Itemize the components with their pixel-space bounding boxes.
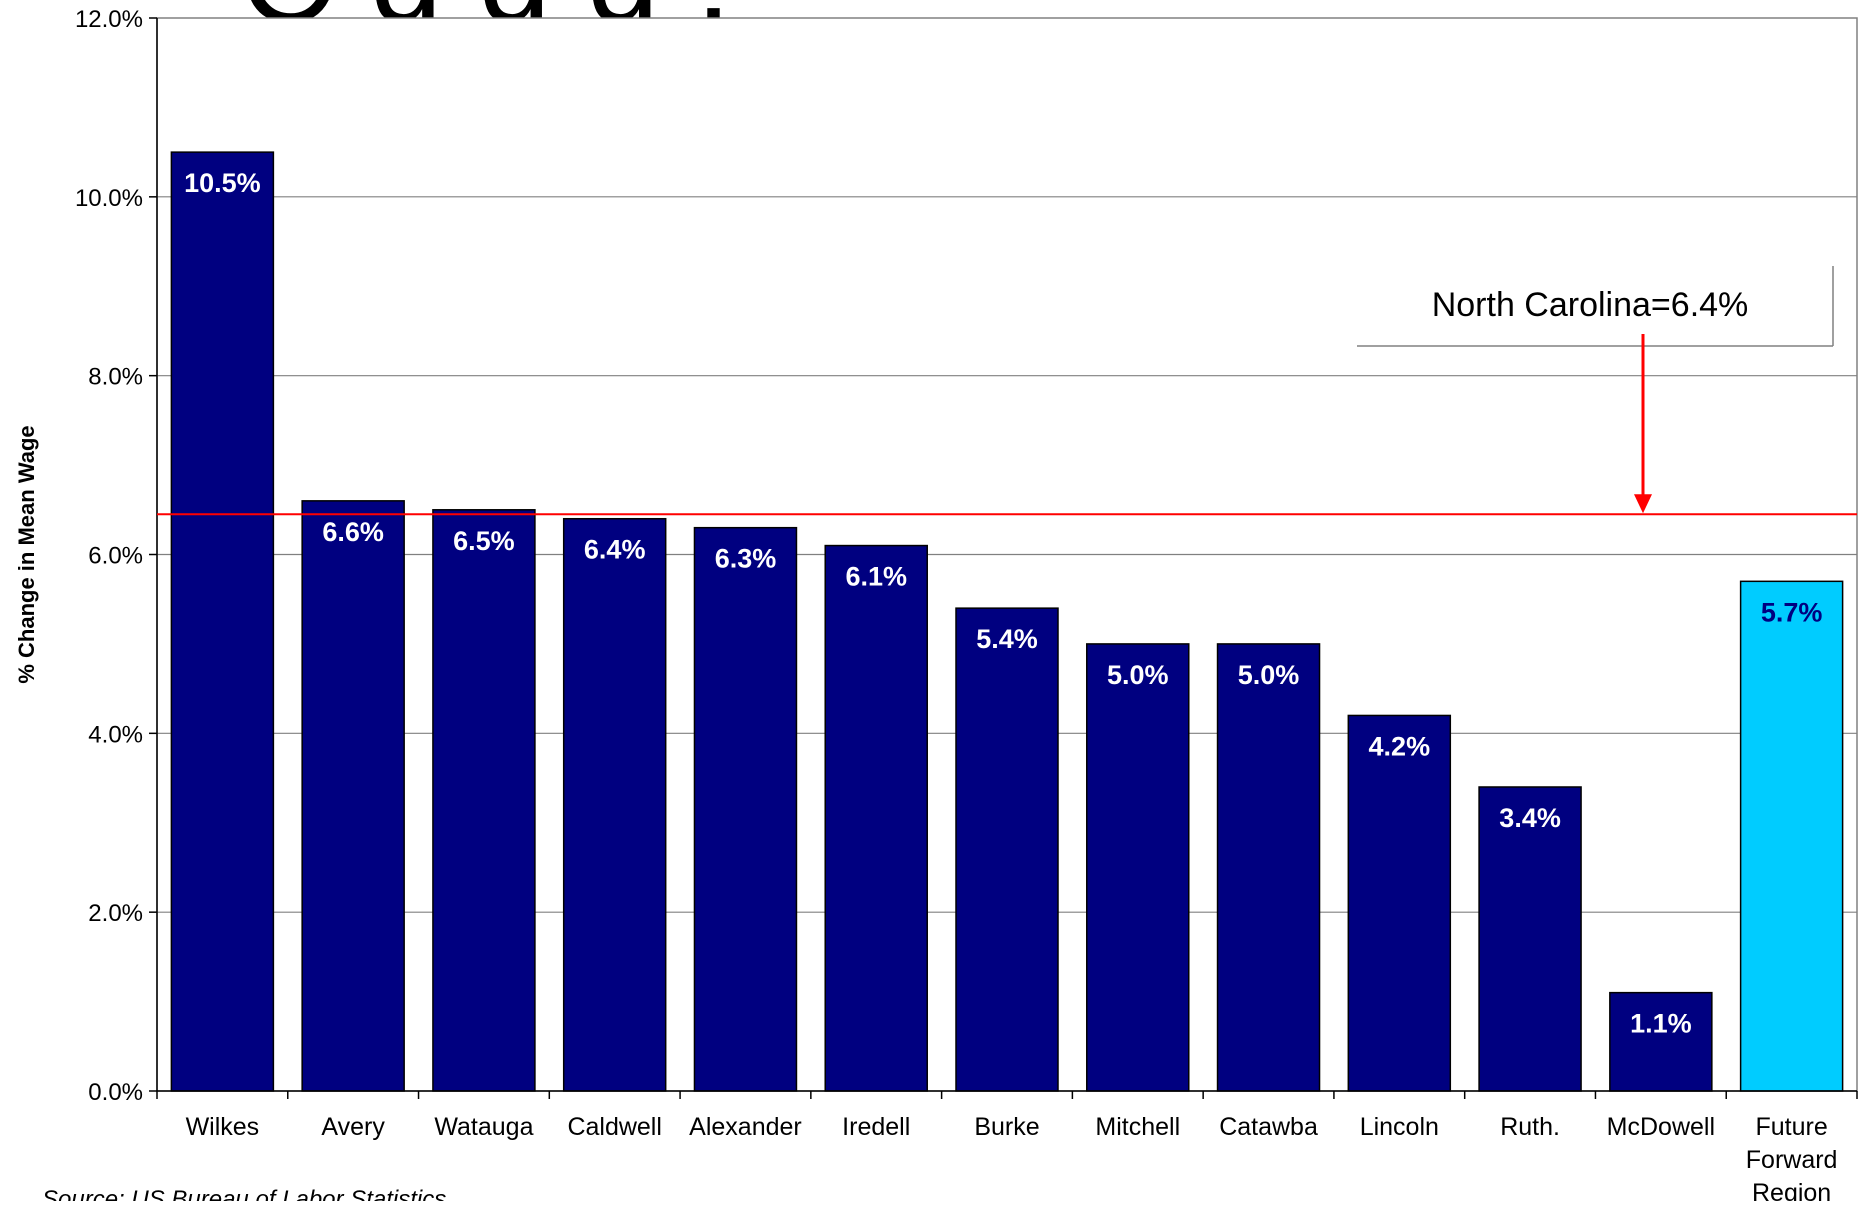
category-labels: Wilkes Avery Watauga Caldwell Alexander Irede… xyxy=(186,1113,1838,1206)
y-tick-label: 6.0% xyxy=(88,543,143,570)
data-label: 6.4% xyxy=(584,535,646,565)
bar-catawba xyxy=(1216,643,1321,1092)
category-label: Avery xyxy=(321,1113,385,1141)
bar-watauga xyxy=(432,509,536,1092)
bar-caldwell xyxy=(562,517,667,1092)
reference-annotation: North Carolina=6.4% xyxy=(157,266,1857,516)
bars xyxy=(170,151,1844,1092)
category-label: Ruth. xyxy=(1500,1113,1560,1141)
y-axis-label: % Change in Mean Wage xyxy=(14,425,39,683)
data-label: 6.6% xyxy=(322,517,384,547)
data-label: 5.4% xyxy=(976,624,1038,654)
category-label: Lincoln xyxy=(1360,1113,1439,1141)
y-tick-label: 12.0% xyxy=(75,6,143,33)
bar-mitchell xyxy=(1086,643,1190,1092)
data-label: 5.0% xyxy=(1107,660,1169,690)
category-label: Burke xyxy=(974,1113,1039,1141)
y-tick-label: 4.0% xyxy=(88,721,143,748)
source-note: Source: US Bureau of Labor Statistics xyxy=(42,1186,446,1201)
data-label: 3.4% xyxy=(1499,803,1561,833)
data-label: 4.2% xyxy=(1369,731,1431,761)
bar-burke xyxy=(955,607,1059,1092)
bar-lincoln xyxy=(1347,714,1452,1092)
data-label: 5.0% xyxy=(1238,660,1300,690)
data-label: 6.1% xyxy=(845,562,907,592)
arrow-head-icon xyxy=(1634,494,1652,514)
category-label: Catawba xyxy=(1219,1113,1318,1141)
reference-label: North Carolina=6.4% xyxy=(1432,286,1749,324)
y-tick-label: 8.0% xyxy=(88,364,143,391)
data-label: 1.1% xyxy=(1630,1009,1692,1039)
category-label: Future Forward Region xyxy=(1746,1113,1838,1201)
y-tick-label: 10.0% xyxy=(75,185,143,212)
y-tick-label: 2.0% xyxy=(88,900,143,927)
category-label: Mitchell xyxy=(1095,1113,1180,1141)
category-label: Watauga xyxy=(434,1113,533,1141)
bar-wilkes xyxy=(170,151,275,1092)
data-label: 6.5% xyxy=(453,526,515,556)
bar-iredell xyxy=(824,544,928,1092)
axes: 0.0% 2.0% 4.0% 6.0% 8.0% 10.0% 12.0% xyxy=(75,6,1858,1106)
bar-mcdowell xyxy=(1609,991,1713,1092)
bar-avery xyxy=(301,500,405,1092)
data-label: 6.3% xyxy=(715,544,777,574)
y-tick-label: 0.0% xyxy=(88,1079,143,1106)
data-label: 10.5% xyxy=(184,168,261,198)
bar-ruth xyxy=(1478,786,1582,1092)
data-labels: 10.5% 6.6% 6.5% 6.4% 6.3% 6.1% 5.4% 5.0% 5.0% 4.2… xyxy=(184,168,1822,1039)
category-label: McDowell xyxy=(1607,1113,1715,1141)
bar-alexander xyxy=(693,526,798,1092)
bar-future-forward-region xyxy=(1739,580,1844,1092)
data-label: 5.7% xyxy=(1761,597,1823,627)
category-label: Alexander xyxy=(689,1113,802,1141)
category-label: Wilkes xyxy=(186,1113,260,1141)
category-label: Iredell xyxy=(842,1113,910,1141)
category-label: Caldwell xyxy=(567,1113,661,1141)
